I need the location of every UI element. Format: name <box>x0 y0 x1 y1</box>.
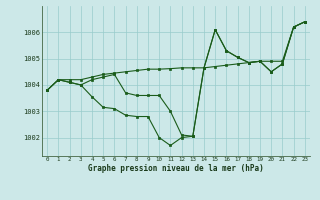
X-axis label: Graphe pression niveau de la mer (hPa): Graphe pression niveau de la mer (hPa) <box>88 164 264 173</box>
